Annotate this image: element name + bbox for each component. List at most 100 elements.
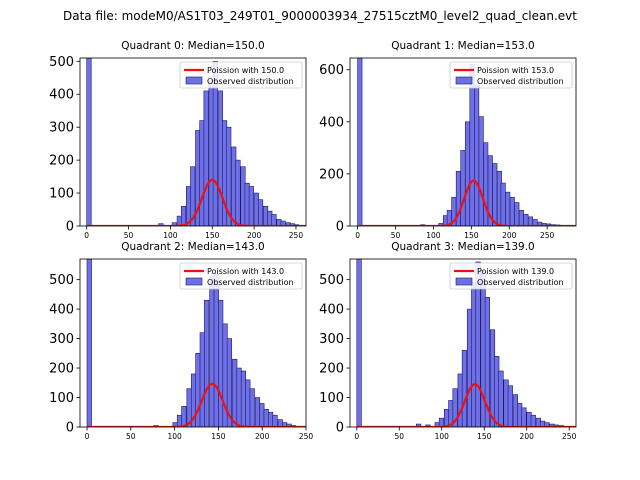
x-tick-label: 150 bbox=[464, 231, 479, 240]
panel-title: Quadrant 1: Median=153.0 bbox=[391, 40, 534, 52]
x-tick-label: 50 bbox=[395, 432, 405, 441]
histogram-bar bbox=[208, 80, 214, 226]
histogram-bar bbox=[530, 414, 536, 427]
histogram-bar bbox=[512, 394, 519, 427]
legend: Poission with 143.0 Observed distribution bbox=[179, 262, 303, 290]
histogram-bar bbox=[444, 409, 450, 427]
histogram-bar bbox=[518, 210, 524, 226]
y-tick-label: 300 bbox=[319, 332, 344, 347]
histogram-bar bbox=[240, 370, 247, 427]
histogram-bar bbox=[438, 417, 445, 427]
histogram-bar bbox=[505, 191, 511, 226]
y-tick-label: 400 bbox=[319, 303, 344, 318]
histogram-bar bbox=[195, 353, 201, 427]
panel-title: Quadrant 0: Median=150.0 bbox=[121, 40, 264, 52]
histogram-bar bbox=[236, 367, 242, 427]
histogram-bar bbox=[483, 142, 489, 226]
histogram-bar bbox=[217, 90, 223, 226]
histogram-bar bbox=[257, 199, 264, 226]
histogram-bar bbox=[517, 403, 523, 427]
histogram-bar bbox=[248, 186, 254, 226]
y-tick-label: 400 bbox=[319, 115, 344, 130]
legend-label-observed: Observed distribution bbox=[477, 278, 564, 287]
poisson-curve bbox=[356, 382, 576, 427]
x-tick-label: 100 bbox=[435, 432, 450, 441]
histogram-bar bbox=[356, 259, 362, 427]
axes-frame bbox=[349, 258, 577, 428]
panel-quadrant-2: Quadrant 2: Median=143.00100200300400500… bbox=[49, 241, 313, 441]
histogram-bar bbox=[180, 205, 187, 226]
x-tick-label: 0 bbox=[355, 231, 360, 240]
histogram-bar bbox=[464, 121, 471, 226]
y-tick-label: 300 bbox=[49, 121, 74, 136]
y-tick-label: 0 bbox=[336, 421, 344, 436]
y-tick-label: 200 bbox=[319, 362, 344, 377]
histogram-bar bbox=[231, 146, 237, 226]
x-tick-label: 0 bbox=[85, 432, 90, 441]
histogram-bar bbox=[235, 159, 241, 226]
legend-box bbox=[179, 61, 303, 89]
histogram-bar bbox=[212, 60, 218, 226]
histogram-bar bbox=[535, 417, 541, 427]
legend-bar-swatch bbox=[185, 76, 203, 85]
x-tick-label: 50 bbox=[126, 432, 136, 441]
histogram-bar bbox=[474, 85, 480, 226]
axes-frame bbox=[349, 57, 577, 227]
histogram-bar bbox=[466, 308, 473, 427]
x-tick-label: 100 bbox=[426, 231, 441, 240]
poisson-curve bbox=[357, 179, 576, 226]
x-tick-label: 200 bbox=[255, 432, 270, 441]
histogram-bar bbox=[514, 202, 520, 226]
panel-quadrant-1: Quadrant 1: Median=153.0 0 200 400 600 0 50 100… bbox=[319, 40, 577, 240]
legend-label-poisson: Poission with 143.0 bbox=[207, 267, 284, 276]
y-tick-label: 500 bbox=[319, 273, 344, 288]
histogram-bar bbox=[509, 197, 515, 226]
figure-suptitle: Data file: modeM0/AS1T03_249T01_90000039… bbox=[63, 9, 577, 23]
histogram-bar bbox=[271, 214, 277, 226]
legend: Poission with 150.0 Observed distribution bbox=[179, 61, 303, 89]
y-tick-label: 200 bbox=[49, 362, 74, 377]
histogram-bar bbox=[226, 126, 232, 226]
histogram-bar bbox=[244, 182, 250, 226]
y-tick-label: 200 bbox=[319, 167, 344, 182]
histogram-bar bbox=[240, 166, 246, 226]
plot-area bbox=[86, 58, 306, 226]
plot-area bbox=[86, 259, 306, 427]
histogram-bar bbox=[232, 358, 238, 427]
histogram-bar bbox=[249, 388, 255, 427]
y-tick-label: 200 bbox=[49, 154, 74, 169]
panel-quadrant-3: Quadrant 3: Median=139.00100200300400500… bbox=[319, 241, 576, 441]
histogram-bar bbox=[245, 379, 251, 427]
x-tick-label: 150 bbox=[477, 432, 492, 441]
y-tick-label: 100 bbox=[49, 187, 74, 202]
legend-label-observed: Observed distribution bbox=[207, 77, 294, 86]
histogram-bar bbox=[218, 299, 224, 427]
legend-label-observed: Observed distribution bbox=[477, 77, 564, 86]
histogram-bar bbox=[209, 276, 215, 427]
x-tick-label: 250 bbox=[540, 231, 555, 240]
x-tick-label: 50 bbox=[124, 231, 134, 240]
x-tick-label: 200 bbox=[247, 231, 262, 240]
histogram-bar bbox=[507, 385, 513, 427]
y-tick-label: 0 bbox=[66, 220, 74, 235]
histogram-bar bbox=[527, 216, 533, 226]
legend-bar-swatch bbox=[185, 277, 203, 286]
histogram-bar bbox=[199, 332, 205, 427]
y-tick-label: 0 bbox=[336, 220, 344, 235]
y-tick-label: 100 bbox=[319, 391, 344, 406]
legend-label-poisson: Poission with 153.0 bbox=[477, 66, 554, 75]
legend-bar-swatch bbox=[455, 277, 473, 286]
histogram-bar bbox=[498, 370, 504, 427]
legend-box bbox=[449, 262, 573, 290]
histogram-bar bbox=[268, 411, 274, 427]
histogram-bar bbox=[259, 403, 265, 427]
plot-area bbox=[356, 259, 576, 427]
y-tick-label: 0 bbox=[66, 421, 74, 436]
histogram-bar bbox=[521, 407, 527, 427]
histogram-bar bbox=[469, 64, 475, 226]
histogram-bar bbox=[86, 58, 92, 226]
histogram-bar bbox=[226, 338, 233, 427]
histogram-bar bbox=[176, 414, 183, 427]
x-tick-label: 200 bbox=[520, 432, 535, 441]
